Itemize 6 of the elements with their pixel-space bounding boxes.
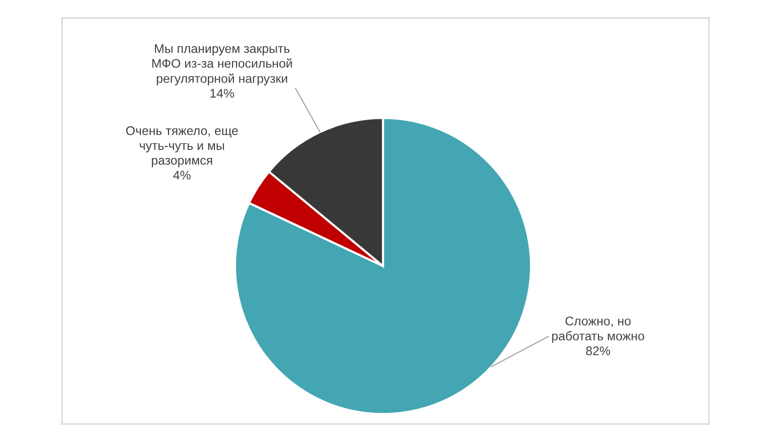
data-label: 14% [210, 88, 234, 98]
slice-label: Очень тяжело, еще чуть-чуть и мы разоримся [126, 126, 238, 168]
slice-label: Сложно, но работать можно [552, 316, 644, 343]
slice-label: Мы планируем закрыть МФО из-за непосильной регуляторной нагрузки [152, 44, 292, 86]
data-label: 82% [586, 346, 610, 356]
data-label: 4% [173, 170, 191, 180]
